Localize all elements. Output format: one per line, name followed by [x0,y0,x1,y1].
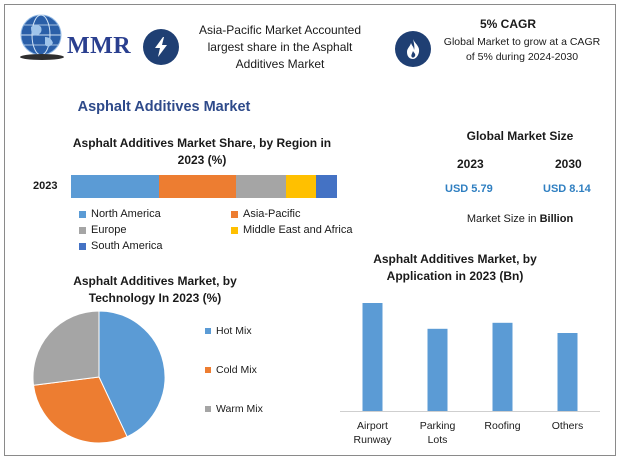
legend-swatch [205,328,211,334]
legend-label: North America [91,208,161,220]
bar-roofing [492,322,513,411]
bar-others [557,333,578,411]
main-title: Asphalt Additives Market [77,99,251,115]
application-chart-title: Asphalt Additives Market, by Application… [373,252,537,283]
legend-label: Hot Mix [216,325,252,337]
region-legend-item: Asia-Pacific [231,208,300,220]
category-label: Roofing [484,420,521,432]
legend-swatch [79,226,86,234]
region-legend-item: North America [79,208,161,220]
market-value-2023: USD 5.79 [445,183,493,195]
cagr-title: 5% CAGR [479,17,536,31]
market-year-2023: 2023 [457,157,484,171]
region-highlight-text: Asia-Pacific Market Accounted largest sh… [198,23,362,71]
legend-label: Warm Mix [216,403,263,415]
region-legend-item: Middle East and Africa [231,224,352,236]
region-chart-category-label: 2023 [33,180,58,192]
lightning-bolt-icon [143,29,179,65]
unit-bold: Billion [539,213,574,225]
region-legend-item: Europe [79,224,126,236]
legend-label: Europe [91,224,127,236]
market-size-unit: Market Size in Billion [445,213,595,225]
region-bar-segment-asia-pacific [158,175,236,198]
category-label: Others [551,420,584,432]
pie-slice-cold-mix [32,376,128,444]
market-value-2030: USD 8.14 [543,183,591,195]
legend-label: South America [91,240,163,252]
bar-airport-runway [362,303,383,411]
technology-legend-item: Cold Mix [205,364,257,376]
legend-swatch [231,210,238,218]
legend-swatch [205,406,211,412]
flame-icon [395,31,431,67]
technology-legend-item: Warm Mix [205,403,263,415]
region-legend-item: South America [79,240,163,252]
legend-swatch [205,367,211,373]
region-bar-segment-south-america [315,175,337,198]
legend-swatch [79,242,86,250]
legend-swatch [79,210,86,218]
technology-legend-item: Hot Mix [205,325,252,337]
pie-slice-warm-mix [32,310,100,386]
globe-logo-icon [20,14,64,60]
legend-label: Middle East and Africa [243,224,353,236]
application-bar-chart [340,303,600,412]
region-bar-segment-north-america [71,175,159,198]
market-year-2030: 2030 [555,157,582,171]
cagr-text: Global Market to grow at a CAGR of 5% du… [443,36,601,63]
legend-label: Cold Mix [216,364,257,376]
legend-swatch [231,226,238,234]
region-bar-segment-europe [235,175,287,198]
region-chart-title: Asphalt Additives Market Share, by Regio… [72,136,332,167]
bar-parking-lots [427,328,448,411]
logo-text: MMR [67,33,132,59]
infographic-frame: MMR Asia-Pacific Market Accounted larges… [4,4,616,456]
region-stacked-bar [71,175,337,198]
legend-label: Asia-Pacific [243,208,301,220]
region-bar-segment-middle-east-and-africa [286,175,316,198]
unit-prefix: Market Size in [466,213,540,225]
category-label: Airport Runway [353,420,392,446]
technology-pie-chart [32,310,166,444]
category-label: Parking Lots [419,420,456,446]
application-category-labels: Airport Runway Parking Lots Roofing Others [340,419,600,453]
pie-slice-hot-mix [98,310,166,438]
global-market-size-title: Global Market Size [466,129,574,143]
technology-chart-title: Asphalt Additives Market, by Technology … [73,274,237,305]
